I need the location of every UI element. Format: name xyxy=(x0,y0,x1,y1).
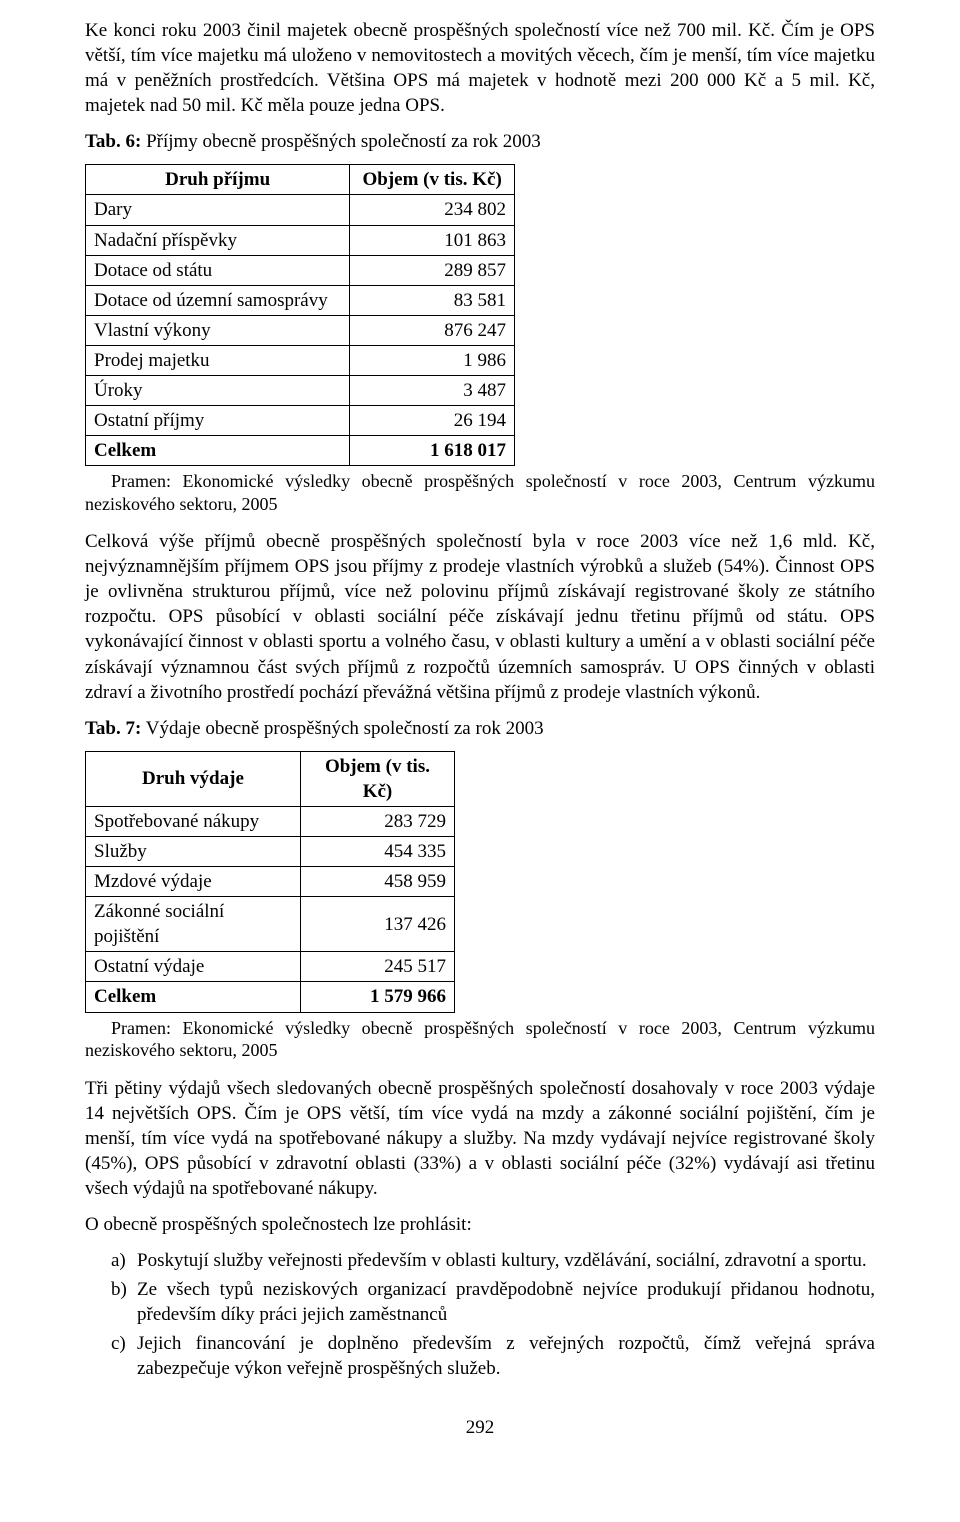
table-6-title: Tab. 6: Příjmy obecně prospěšných společ… xyxy=(85,129,875,154)
table-row: Dotace od státu289 857 xyxy=(86,255,515,285)
cell-label: Dary xyxy=(86,195,350,225)
cell-value: 245 517 xyxy=(300,952,454,982)
cell-value: 3 487 xyxy=(350,375,515,405)
list-item-a: a) Poskytují služby veřejnosti především… xyxy=(111,1248,875,1273)
list-text-b: Ze všech typů neziskových organizací pra… xyxy=(137,1279,875,1325)
table-row: Zákonné sociální pojištění137 426 xyxy=(86,897,455,952)
table-row: Spotřebované nákupy283 729 xyxy=(86,806,455,836)
list-item-b: b) Ze všech typů neziskových organizací … xyxy=(111,1277,875,1327)
table-6-head-col1: Druh příjmu xyxy=(86,165,350,195)
cell-value: 289 857 xyxy=(350,255,515,285)
cell-value: 283 729 xyxy=(300,806,454,836)
paragraph-after-tab7: Tři pětiny výdajů všech sledovaných obec… xyxy=(85,1076,875,1201)
enumerated-list: a) Poskytují služby veřejnosti především… xyxy=(85,1248,875,1381)
table-row: Dotace od územní samosprávy83 581 xyxy=(86,285,515,315)
cell-value: 83 581 xyxy=(350,285,515,315)
cell-label: Vlastní výkony xyxy=(86,315,350,345)
cell-value: 1 986 xyxy=(350,345,515,375)
table-row: Služby454 335 xyxy=(86,837,455,867)
cell-value: 26 194 xyxy=(350,406,515,436)
table-7-total-row: Celkem1 579 966 xyxy=(86,982,455,1012)
table-7: Druh výdaje Objem (v tis. Kč) Spotřebova… xyxy=(85,751,455,1013)
table-7-title: Tab. 7: Výdaje obecně prospěšných společ… xyxy=(85,716,875,741)
table-6-title-rest: Příjmy obecně prospěšných společností za… xyxy=(141,131,540,152)
table-row: Mzdové výdaje458 959 xyxy=(86,867,455,897)
list-marker-a: a) xyxy=(111,1248,137,1273)
table-row: Nadační příspěvky101 863 xyxy=(86,225,515,255)
cell-value: 137 426 xyxy=(300,897,454,952)
list-text-a: Poskytují služby veřejnosti především v … xyxy=(137,1250,867,1271)
page-number: 292 xyxy=(85,1415,875,1440)
list-item-c: c) Jejich financování je doplněno předev… xyxy=(111,1331,875,1381)
list-marker-b: b) xyxy=(111,1277,137,1302)
cell-label: Ostatní příjmy xyxy=(86,406,350,436)
cell-label: Ostatní výdaje xyxy=(86,952,301,982)
table-6-header-row: Druh příjmu Objem (v tis. Kč) xyxy=(86,165,515,195)
table-6: Druh příjmu Objem (v tis. Kč) Dary234 80… xyxy=(85,164,515,466)
table-7-title-rest: Výdaje obecně prospěšných společností za… xyxy=(141,718,543,739)
cell-total-label: Celkem xyxy=(86,982,301,1012)
table-7-head-col2: Objem (v tis. Kč) xyxy=(300,751,454,806)
table-row: Dary234 802 xyxy=(86,195,515,225)
cell-value: 101 863 xyxy=(350,225,515,255)
cell-total-label: Celkem xyxy=(86,436,350,466)
cell-label: Mzdové výdaje xyxy=(86,867,301,897)
table-6-title-prefix: Tab. 6: xyxy=(85,131,141,152)
table-6-head-col2: Objem (v tis. Kč) xyxy=(350,165,515,195)
paragraph-after-tab6: Celková výše příjmů obecně prospěšných s… xyxy=(85,529,875,705)
cell-value: 876 247 xyxy=(350,315,515,345)
table-7-header-row: Druh výdaje Objem (v tis. Kč) xyxy=(86,751,455,806)
cell-label: Služby xyxy=(86,837,301,867)
table-7-head-col1: Druh výdaje xyxy=(86,751,301,806)
cell-label: Dotace od územní samosprávy xyxy=(86,285,350,315)
table-row: Ostatní příjmy26 194 xyxy=(86,406,515,436)
table-7-source: Pramen: Ekonomické výsledky obecně prosp… xyxy=(85,1017,875,1062)
cell-label: Spotřebované nákupy xyxy=(86,806,301,836)
table-row: Ostatní výdaje245 517 xyxy=(86,952,455,982)
table-row: Úroky3 487 xyxy=(86,375,515,405)
cell-total-value: 1 618 017 xyxy=(350,436,515,466)
cell-label: Úroky xyxy=(86,375,350,405)
cell-label: Nadační příspěvky xyxy=(86,225,350,255)
list-text-c: Jejich financování je doplněno především… xyxy=(137,1333,875,1379)
table-row: Vlastní výkony876 247 xyxy=(86,315,515,345)
cell-label: Dotace od státu xyxy=(86,255,350,285)
cell-value: 234 802 xyxy=(350,195,515,225)
cell-label: Prodej majetku xyxy=(86,345,350,375)
table-6-source: Pramen: Ekonomické výsledky obecně prosp… xyxy=(85,470,875,515)
cell-label: Zákonné sociální pojištění xyxy=(86,897,301,952)
table-6-total-row: Celkem1 618 017 xyxy=(86,436,515,466)
paragraph-intro: Ke konci roku 2003 činil majetek obecně … xyxy=(85,18,875,118)
cell-total-value: 1 579 966 xyxy=(300,982,454,1012)
list-marker-c: c) xyxy=(111,1331,137,1356)
cell-value: 454 335 xyxy=(300,837,454,867)
table-7-title-prefix: Tab. 7: xyxy=(85,718,141,739)
cell-value: 458 959 xyxy=(300,867,454,897)
paragraph-list-intro: O obecně prospěšných společnostech lze p… xyxy=(85,1212,875,1237)
table-row: Prodej majetku1 986 xyxy=(86,345,515,375)
